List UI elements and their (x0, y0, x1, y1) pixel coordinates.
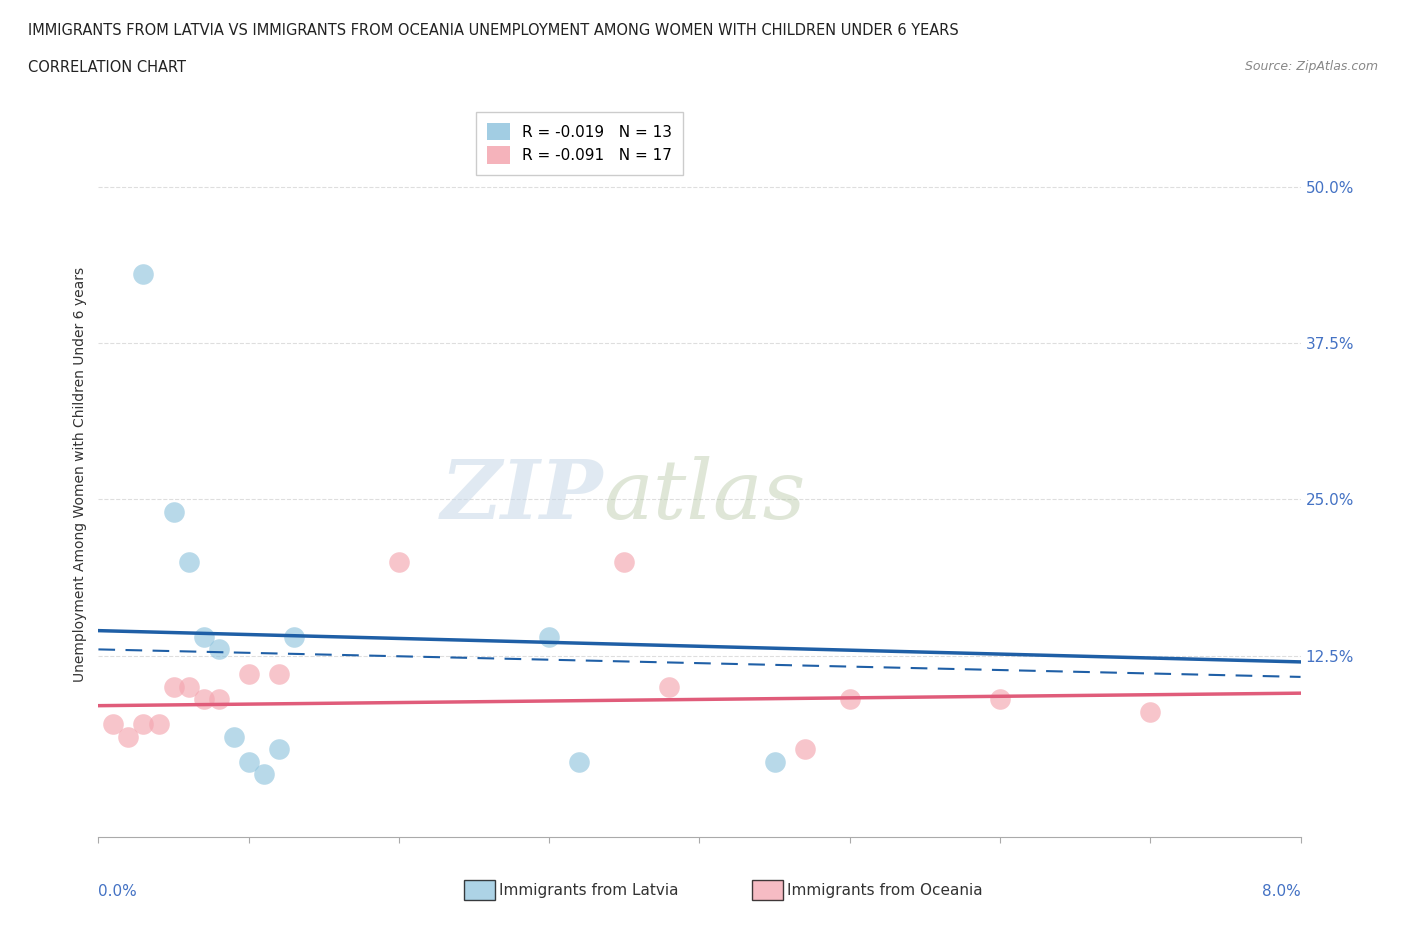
Point (193, 630, 215, 644)
Point (253, 767, 276, 782)
Point (103, 717, 125, 732)
Point (193, 692, 215, 707)
Point (117, 729, 139, 744)
Point (162, 680, 184, 695)
Point (222, 729, 245, 744)
Point (238, 754, 260, 769)
Point (793, 742, 815, 757)
Text: atlas: atlas (603, 456, 806, 536)
Legend: R = -0.019   N = 13, R = -0.091   N = 17: R = -0.019 N = 13, R = -0.091 N = 17 (477, 112, 682, 175)
Point (132, 267, 155, 282)
Point (283, 630, 305, 644)
Text: Immigrants from Oceania: Immigrants from Oceania (787, 883, 983, 897)
Point (238, 667, 260, 682)
Text: IMMIGRANTS FROM LATVIA VS IMMIGRANTS FROM OCEANIA UNEMPLOYMENT AMONG WOMEN WITH : IMMIGRANTS FROM LATVIA VS IMMIGRANTS FRO… (28, 23, 959, 38)
Point (162, 504, 184, 519)
Point (177, 554, 200, 569)
Text: 8.0%: 8.0% (1261, 884, 1301, 899)
Text: 0.0%: 0.0% (98, 884, 138, 899)
Y-axis label: Unemployment Among Women with Children Under 6 years: Unemployment Among Women with Children U… (73, 267, 87, 682)
Point (568, 754, 591, 769)
Point (148, 717, 170, 732)
Point (613, 554, 636, 569)
Point (388, 554, 411, 569)
Point (538, 630, 561, 644)
Point (132, 717, 155, 732)
Text: Immigrants from Latvia: Immigrants from Latvia (499, 883, 679, 897)
Point (763, 754, 786, 769)
Point (267, 742, 290, 757)
Point (208, 692, 231, 707)
Point (177, 680, 200, 695)
Text: Source: ZipAtlas.com: Source: ZipAtlas.com (1244, 60, 1378, 73)
Text: CORRELATION CHART: CORRELATION CHART (28, 60, 186, 75)
Point (208, 642, 231, 657)
Point (988, 692, 1011, 707)
Point (838, 692, 860, 707)
Point (267, 667, 290, 682)
Text: ZIP: ZIP (440, 456, 603, 536)
Point (658, 680, 681, 695)
Point (1139, 705, 1161, 720)
